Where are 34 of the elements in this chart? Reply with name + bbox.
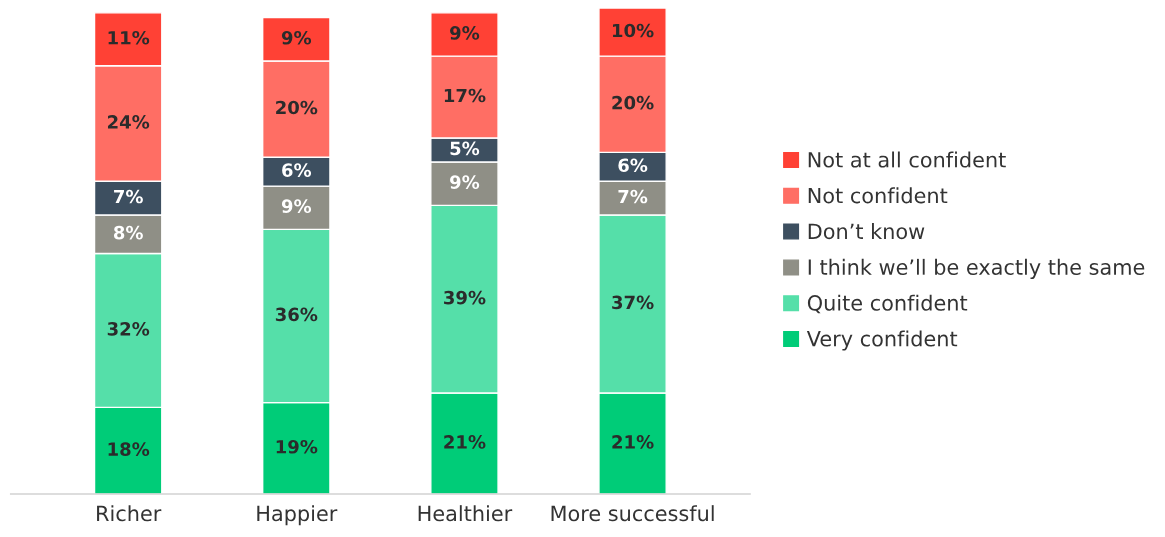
- data-label: 5%: [450, 141, 480, 156]
- data-label: 9%: [281, 30, 312, 45]
- data-label: 9%: [281, 199, 312, 213]
- data-label: 17%: [444, 88, 486, 103]
- data-label: 21%: [444, 435, 486, 449]
- data-label: 19%: [276, 439, 318, 454]
- x-tick-label: Healthier: [418, 505, 513, 522]
- data-label: 10%: [613, 23, 654, 38]
- legend-label: Not at all confident: [808, 151, 1006, 168]
- data-label: 37%: [612, 295, 654, 310]
- data-label: 21%: [612, 435, 654, 449]
- data-label: 9%: [450, 26, 480, 40]
- data-label: 6%: [618, 158, 648, 173]
- data-label: 36%: [275, 307, 318, 322]
- x-tick-label: Richer: [97, 505, 162, 522]
- data-label: 7%: [114, 189, 143, 204]
- legend-label: Don’t know: [808, 223, 925, 240]
- data-label: 18%: [108, 442, 150, 456]
- legend-label: I think we’ll be exactly the same: [808, 258, 1145, 280]
- x-tick-label: More successful: [551, 505, 714, 522]
- legend-label: Quite confident: [807, 294, 968, 314]
- data-label: 20%: [612, 95, 654, 110]
- data-label: 9%: [450, 175, 480, 189]
- legend-label: Very confident: [806, 330, 958, 351]
- data-label: 11%: [108, 30, 150, 45]
- data-label: 24%: [108, 115, 150, 129]
- data-label: 7%: [618, 189, 648, 204]
- data-label: 20%: [276, 100, 318, 115]
- legend-label: Not confident: [808, 187, 948, 204]
- data-label: 8%: [113, 225, 143, 240]
- data-label: 6%: [282, 163, 312, 177]
- data-label: 32%: [107, 322, 150, 336]
- x-tick-label: Happier: [257, 505, 338, 526]
- data-label: 39%: [444, 290, 486, 305]
